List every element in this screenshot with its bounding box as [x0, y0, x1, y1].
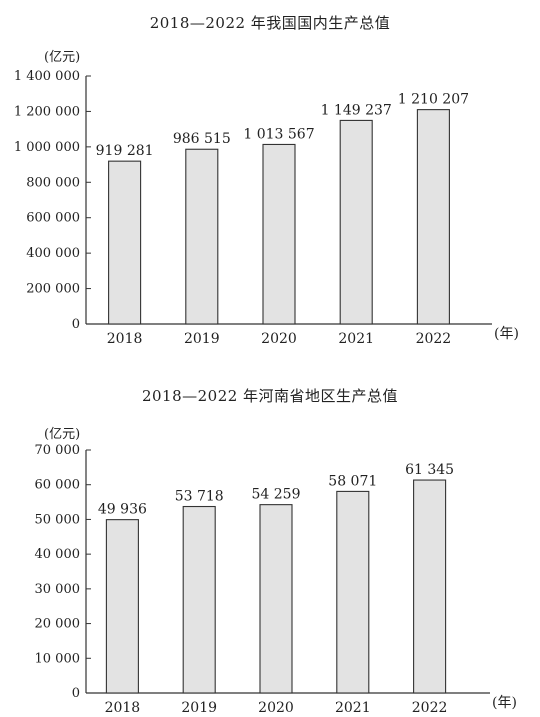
bar	[105, 519, 139, 694]
y-tick-label: 400 000	[26, 246, 80, 261]
data-label: 53 718	[175, 489, 224, 505]
bar	[413, 479, 447, 694]
bar	[416, 109, 450, 325]
chart-svg: (亿元) 0 200 000 400 000 600 000 800 000 1 000 0…	[14, 50, 519, 347]
y-tick-label: 10 000	[35, 651, 81, 666]
x-tick-label: 2022	[416, 331, 452, 347]
data-label: 919 281	[96, 143, 154, 159]
x-tick-label: 2018	[105, 700, 141, 716]
data-label: 58 071	[328, 473, 377, 489]
y-tick-label: 70 000	[35, 443, 81, 458]
bar	[185, 148, 219, 325]
y-tick-label: 1 000 000	[14, 140, 80, 155]
bar	[259, 504, 293, 694]
x-axis-label: (年)	[494, 326, 519, 342]
data-label: 54 259	[252, 487, 301, 503]
x-tick-label: 2020	[258, 700, 294, 716]
data-label: 61 345	[405, 462, 454, 478]
bar	[108, 160, 142, 325]
x-tick-label: 2022	[412, 700, 448, 716]
bar	[336, 490, 370, 694]
y-tick-label: 1 400 000	[14, 69, 80, 84]
bar	[339, 119, 373, 325]
x-tick-label: 2021	[335, 700, 371, 716]
chart-title: 2018—2022 年河南省地区生产总值	[141, 387, 399, 405]
chart-title: 2018—2022 年我国国内生产总值	[149, 14, 391, 32]
x-tick-label: 2020	[261, 331, 297, 347]
y-tick-label: 800 000	[26, 175, 80, 190]
x-tick-label: 2021	[338, 331, 374, 347]
y-tick-label: 20 000	[35, 617, 81, 632]
x-axis-label: (年)	[492, 695, 517, 711]
data-label: 1 210 207	[398, 92, 469, 108]
y-tick-label: 60 000	[35, 478, 81, 493]
bar	[182, 505, 216, 694]
data-label: 986 515	[173, 131, 231, 147]
y-tick-label: 30 000	[35, 582, 81, 597]
y-axis-label: (亿元)	[44, 50, 80, 65]
y-tick-label: 1 200 000	[14, 104, 80, 119]
x-tick-label: 2019	[181, 700, 217, 716]
y-tick-label: 0	[72, 686, 80, 701]
x-tick-label: 2019	[184, 331, 220, 347]
y-axis-label: (亿元)	[44, 427, 80, 442]
data-label: 1 013 567	[243, 126, 314, 142]
bar	[262, 143, 296, 325]
chart-svg: (亿元) 0 10 000 20 000 30 000 40 000 50 000 60 00…	[35, 427, 517, 716]
y-tick-label: 600 000	[26, 211, 80, 226]
gdp-henan-chart: 2018—2022 年河南省地区生产总值 (亿元) 0 10 000 20 000 30…	[0, 375, 540, 717]
data-label: 1 149 237	[321, 102, 392, 118]
y-tick-label: 50 000	[35, 512, 81, 527]
data-label: 49 936	[98, 502, 147, 518]
y-tick-label: 40 000	[35, 547, 81, 562]
y-tick-label: 0	[72, 317, 80, 332]
gdp-china-chart: 2018—2022 年我国国内生产总值 (亿元) 0 200 000 400 000 6…	[14, 14, 519, 347]
x-tick-label: 2018	[107, 331, 143, 347]
y-tick-label: 200 000	[26, 282, 80, 297]
